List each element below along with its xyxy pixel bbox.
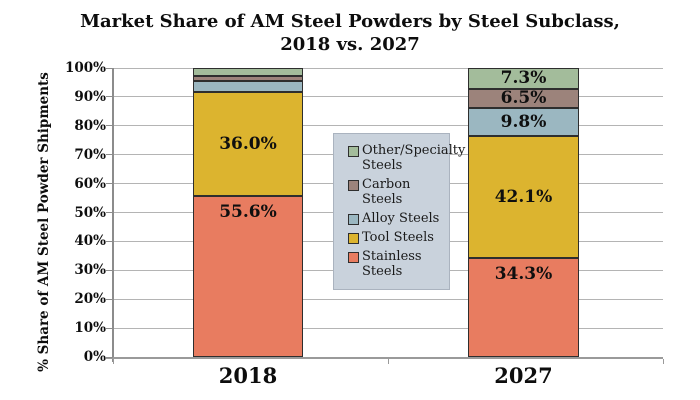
bar-segment-other-specialty-steels xyxy=(468,68,579,90)
bar-2027: 34.3% 42.1% 9.8% 6.5% 7.3% xyxy=(468,68,579,357)
y-axis-tickmark xyxy=(106,183,113,185)
data-label: 34.3% xyxy=(494,263,553,284)
gridline xyxy=(113,67,663,69)
y-tick-label: 10% xyxy=(74,320,106,337)
bar-2018: 55.6% 36.0% xyxy=(193,68,303,357)
gridline xyxy=(113,298,663,300)
y-axis-line xyxy=(112,68,114,362)
chart-title: Market Share of AM Steel Powders by Stee… xyxy=(0,10,700,56)
y-axis-tickmark xyxy=(106,327,113,329)
data-label: 9.8% xyxy=(500,111,547,132)
legend-swatch-icon xyxy=(348,180,359,191)
y-axis-tickmark xyxy=(106,356,113,358)
y-tick-label: 90% xyxy=(74,88,106,105)
gridline xyxy=(113,125,663,127)
bar-segment-alloy-steels xyxy=(468,107,579,137)
legend-item: Tool Steels xyxy=(348,230,443,245)
y-axis-tickmark xyxy=(106,269,113,271)
y-tick-label: 30% xyxy=(74,262,106,279)
data-label: 6.5% xyxy=(500,87,547,108)
legend-swatch-icon xyxy=(348,233,359,244)
y-axis-tickmark xyxy=(106,212,113,213)
legend-label: Alloy Steels xyxy=(362,211,440,226)
bar-segment-carbon-steels xyxy=(468,89,579,108)
data-label: 36.0% xyxy=(219,133,277,154)
x-axis-tickstub xyxy=(387,359,389,364)
legend-swatch-icon xyxy=(348,214,359,225)
bar-segment-other-specialty-steels xyxy=(193,68,303,76)
y-axis-tickmark xyxy=(106,125,113,127)
x-axis-line xyxy=(106,357,663,359)
legend-swatch-icon xyxy=(348,252,359,263)
y-tick-label: 20% xyxy=(74,291,106,308)
y-axis-tickmark xyxy=(106,240,113,242)
data-label: 7.3% xyxy=(500,68,547,89)
y-axis-tickmark xyxy=(106,154,113,156)
legend-item: Alloy Steels xyxy=(348,211,443,226)
y-tick-label: 70% xyxy=(74,146,106,163)
x-axis-tickstub xyxy=(112,359,114,364)
y-axis-tickmark xyxy=(106,298,113,300)
legend-item: Other/Specialty Steels xyxy=(348,143,465,173)
y-tick-label: 0% xyxy=(83,349,106,365)
legend-item: Carbon Steels xyxy=(348,177,443,207)
chart-title-line1: Market Share of AM Steel Powders by Stee… xyxy=(80,11,620,32)
legend-label: Carbon Steels xyxy=(362,177,411,207)
data-label: 55.6% xyxy=(219,202,277,223)
bar-segment-tool-steels xyxy=(193,92,303,197)
y-axis-tickmark xyxy=(106,67,113,69)
legend-label: Stainless Steels xyxy=(362,249,422,279)
data-label: 42.1% xyxy=(494,186,553,207)
legend-label: Other/Specialty Steels xyxy=(362,143,466,173)
bar-segment-alloy-steels xyxy=(193,81,303,93)
y-axis-tickmark xyxy=(106,96,113,98)
bar-segment-tool-steels xyxy=(468,136,579,258)
x-axis-tickstub xyxy=(662,359,664,364)
gridline xyxy=(113,96,663,98)
x-category-label-2027: 2027 xyxy=(494,363,553,388)
bar-segment-stainless-steels xyxy=(193,196,303,357)
x-category-label-2018: 2018 xyxy=(218,363,278,388)
y-tick-label: 80% xyxy=(74,117,106,134)
plot-area: Other/Specialty Steels Carbon Steels Alloy… xyxy=(106,67,664,364)
bar-segment-carbon-steels xyxy=(193,75,303,81)
y-tick-label: 100% xyxy=(64,60,106,76)
gridline xyxy=(113,327,663,329)
legend: Other/Specialty Steels Carbon Steels Alloy… xyxy=(333,133,465,290)
legend-item: Stainless Steels xyxy=(348,249,443,279)
y-tick-label: 50% xyxy=(74,204,106,221)
legend-label: Tool Steels xyxy=(362,230,434,245)
y-tick-label: 40% xyxy=(74,233,106,250)
y-tick-label: 60% xyxy=(74,175,106,192)
chart-title-line2: 2018 vs. 2027 xyxy=(280,34,420,55)
legend-swatch-icon xyxy=(348,146,359,157)
bar-segment-stainless-steels xyxy=(468,257,579,357)
